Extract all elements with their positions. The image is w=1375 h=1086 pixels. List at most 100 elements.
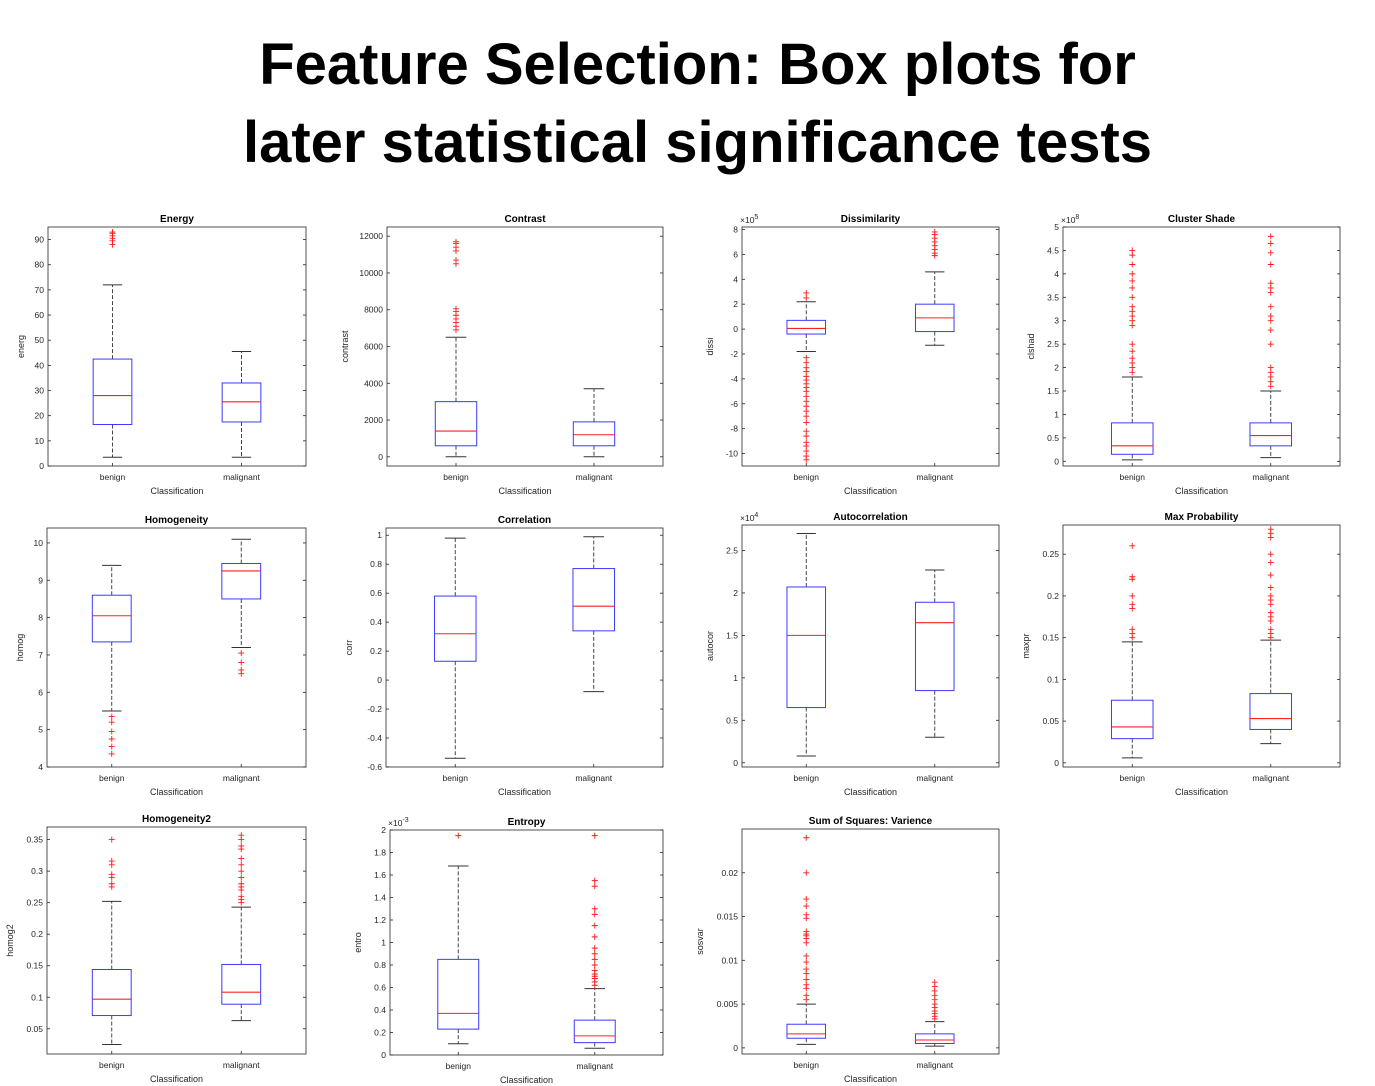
outlier-marker <box>931 996 938 1003</box>
chart-title: Homogeneity2 <box>142 814 211 825</box>
exponent-value: 5 <box>754 214 758 221</box>
y-tick-label: 0.2 <box>370 646 382 656</box>
outlier-marker <box>1129 592 1136 599</box>
axes-frame <box>741 226 1000 467</box>
outlier-marker <box>591 962 598 968</box>
y-tick-label: -0.6 <box>367 762 382 772</box>
y-tick-label: 8 <box>38 613 43 623</box>
outlier-marker <box>803 903 810 910</box>
y-axis-label: maxpr <box>1021 633 1031 658</box>
y-tick-label: -8 <box>730 424 738 434</box>
outlier-marker <box>453 326 459 333</box>
outlier-marker <box>803 413 810 420</box>
outlier-marker <box>803 403 810 410</box>
outlier-marker <box>591 971 598 977</box>
y-tick-label: 50 <box>35 335 45 345</box>
y-tick-label: 20 <box>35 411 45 421</box>
x-axis-label: Classification <box>1175 787 1228 797</box>
x-tick-label: benign <box>1119 773 1145 783</box>
y-tick-label: 10000 <box>359 268 383 278</box>
outlier-marker <box>803 294 810 301</box>
outlier-marker <box>931 238 938 245</box>
y-tick-label: 12000 <box>359 231 383 241</box>
outlier-marker <box>591 950 598 957</box>
outlier-marker <box>238 874 245 881</box>
outlier-marker <box>931 1001 938 1008</box>
y-tick-label: 4 <box>38 762 43 772</box>
outlier-marker <box>1267 584 1274 591</box>
y-axis-label: corr <box>344 640 354 656</box>
x-axis-label: Classification <box>500 1075 553 1085</box>
exponent-value: 4 <box>754 512 758 519</box>
outlier-marker <box>803 377 810 384</box>
outlier-marker <box>109 241 116 248</box>
outlier-marker <box>931 250 938 257</box>
y-tick-label: 4 <box>733 274 738 284</box>
y-tick-label: 0.3 <box>31 866 43 876</box>
y-tick-label: 0.15 <box>26 961 43 971</box>
outlier-marker <box>1129 364 1136 371</box>
box-iqr <box>786 1023 827 1039</box>
outlier-marker <box>591 911 598 918</box>
box-iqr <box>914 601 955 692</box>
outlier-marker <box>1267 341 1274 348</box>
box-iqr <box>1110 699 1154 740</box>
y-tick-label: 1.8 <box>374 848 386 858</box>
outlier-marker <box>453 238 459 245</box>
axes-frame <box>389 829 664 1056</box>
y-tick-label: 2 <box>733 588 738 598</box>
y-tick-label: 6000 <box>364 342 383 352</box>
y-tick-label: 0.05 <box>1042 716 1059 726</box>
y-tick-label: 3.5 <box>1047 292 1059 302</box>
y-tick-label: 0.2 <box>374 1028 386 1038</box>
y-tick-label: 0 <box>733 324 738 334</box>
outlier-marker <box>803 384 810 391</box>
x-tick-label: benign <box>99 773 125 783</box>
y-tick-label: 0.2 <box>31 929 43 939</box>
outlier-marker <box>238 650 245 657</box>
y-tick-label: 70 <box>35 285 45 295</box>
outlier-marker <box>108 861 115 868</box>
box-iqr <box>786 319 827 335</box>
axis-exponent-label: ×105 <box>740 214 758 225</box>
y-tick-label: 0 <box>1054 456 1059 466</box>
outlier-marker <box>803 911 810 918</box>
outlier-marker <box>803 419 810 426</box>
outlier-marker <box>455 832 462 839</box>
outlier-marker <box>1129 247 1136 254</box>
outlier-marker <box>931 235 938 242</box>
outlier-marker <box>931 1004 938 1011</box>
y-tick-label: -0.2 <box>367 704 382 714</box>
outlier-marker <box>1129 630 1136 637</box>
outlier-marker <box>931 246 938 253</box>
y-axis-label: homog2 <box>5 924 15 957</box>
outlier-marker <box>238 880 245 887</box>
outlier-marker <box>108 735 115 742</box>
outlier-marker <box>1129 313 1136 320</box>
outlier-marker <box>591 922 598 929</box>
y-tick-label: -4 <box>730 374 738 384</box>
outlier-marker <box>238 855 245 862</box>
exponent-value: -3 <box>402 817 408 824</box>
outlier-marker <box>1129 261 1136 268</box>
y-tick-label: 0.25 <box>26 898 43 908</box>
box-iqr <box>434 401 478 447</box>
y-tick-label: 1 <box>733 673 738 683</box>
y-axis-label: contrast <box>340 330 350 363</box>
outlier-marker <box>591 883 598 890</box>
outlier-marker <box>238 846 245 853</box>
x-axis-label: Classification <box>498 486 551 496</box>
outlier-marker <box>109 235 116 242</box>
chart-title: Cluster Shade <box>1168 214 1236 225</box>
x-axis-label: Classification <box>150 787 203 797</box>
outlier-marker <box>931 228 938 235</box>
y-tick-label: 0 <box>733 1043 738 1053</box>
y-tick-label: 0.5 <box>1047 433 1059 443</box>
chart-title: Max Probability <box>1165 512 1239 523</box>
outlier-marker <box>1267 240 1274 247</box>
outlier-marker <box>803 393 810 400</box>
y-axis-label: homog <box>15 634 25 662</box>
y-tick-label: 3 <box>1054 316 1059 326</box>
outlier-marker <box>1129 270 1136 277</box>
outlier-marker <box>803 985 810 992</box>
